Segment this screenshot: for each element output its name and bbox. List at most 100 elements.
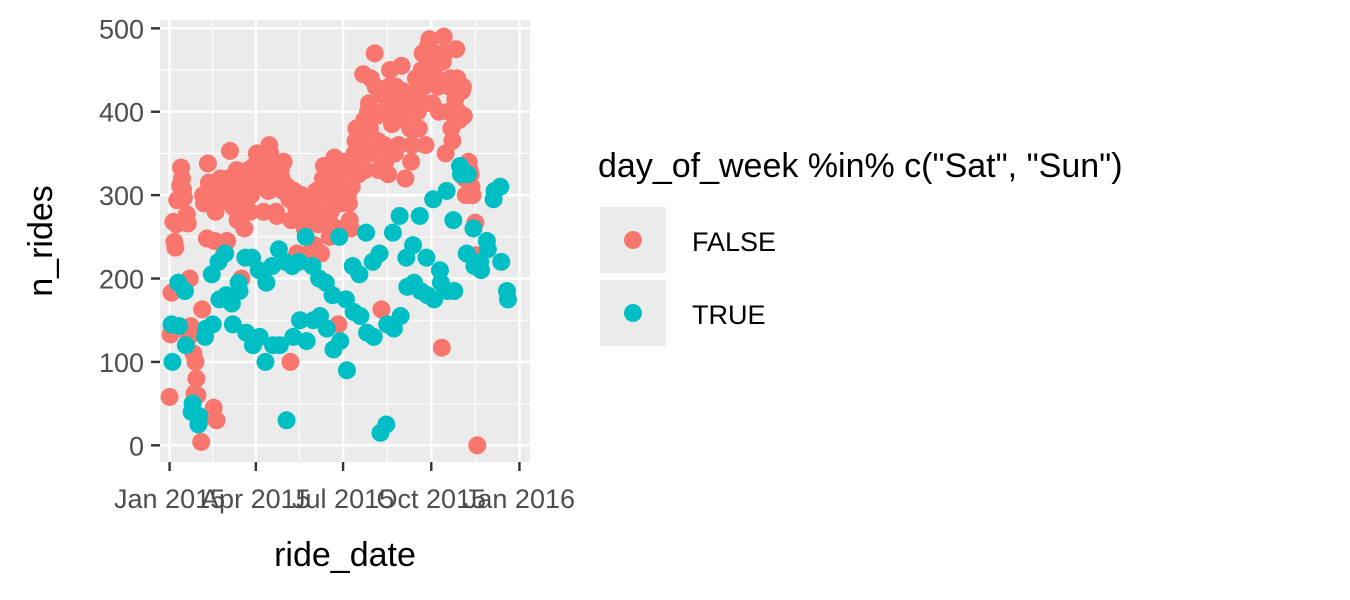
- legend-swatch-false: [624, 231, 642, 249]
- data-point-true: [203, 315, 222, 334]
- data-point-false: [241, 202, 260, 221]
- data-point-true: [331, 332, 350, 351]
- data-point-false: [463, 186, 482, 205]
- data-point-true: [257, 273, 276, 292]
- x-tick-label: Jan 2015: [114, 484, 225, 514]
- data-point-true: [175, 282, 194, 301]
- data-point-false: [379, 165, 398, 184]
- data-point-false: [454, 106, 473, 125]
- data-point-true: [250, 327, 269, 346]
- y-tick-label: 300: [99, 181, 144, 211]
- data-point-true: [425, 290, 444, 309]
- data-point-false: [447, 40, 466, 59]
- data-point-false: [389, 136, 408, 155]
- data-point-false: [187, 369, 206, 388]
- y-tick-label: 500: [99, 14, 144, 44]
- data-point-true: [472, 261, 491, 280]
- data-point-true: [404, 236, 423, 255]
- y-tick-label: 100: [99, 348, 144, 378]
- data-point-true: [464, 219, 483, 238]
- data-point-true: [478, 240, 497, 259]
- data-point-false: [432, 338, 451, 357]
- data-point-true: [223, 315, 242, 334]
- data-point-true: [290, 311, 309, 330]
- data-point-true: [317, 319, 336, 338]
- data-point-true: [270, 336, 289, 355]
- data-point-true: [410, 206, 429, 225]
- data-point-true: [377, 415, 396, 434]
- data-point-true: [444, 211, 463, 230]
- data-point-false: [267, 206, 286, 225]
- data-point-false: [193, 300, 212, 319]
- data-point-true: [364, 327, 383, 346]
- data-point-false: [207, 411, 226, 430]
- data-point-true: [458, 165, 477, 184]
- data-point-true: [277, 411, 296, 430]
- data-point-false: [372, 300, 391, 319]
- legend-entry-true: TRUE: [600, 280, 766, 346]
- data-point-true: [424, 190, 443, 209]
- data-point-true: [437, 181, 456, 200]
- data-point-true: [216, 244, 235, 263]
- data-point-false: [356, 161, 375, 180]
- x-tick-label: Jul 2015: [292, 484, 394, 514]
- data-point-false: [198, 154, 217, 173]
- data-point-false: [468, 436, 487, 455]
- y-axis-title: n_rides: [22, 185, 60, 297]
- data-point-true: [330, 227, 349, 246]
- data-point-true: [163, 352, 182, 371]
- data-point-false: [220, 141, 239, 160]
- data-point-false: [396, 169, 415, 188]
- data-point-true: [350, 265, 369, 284]
- data-point-true: [370, 244, 389, 263]
- y-axis: 0 100 200 300 400 500: [99, 14, 160, 461]
- x-tick-label: Apr 2015: [201, 484, 311, 514]
- data-point-false: [402, 152, 421, 171]
- legend-label-true: TRUE: [692, 300, 766, 330]
- legend: day_of_week %in% c("Sat", "Sun") FALSE T…: [598, 147, 1123, 346]
- data-point-true: [357, 223, 376, 242]
- data-point-false: [365, 44, 384, 63]
- legend-label-false: FALSE: [692, 227, 776, 257]
- data-point-false: [192, 432, 211, 451]
- data-point-false: [160, 387, 179, 406]
- data-point-true: [297, 332, 316, 351]
- data-point-false: [166, 238, 185, 257]
- data-point-true: [351, 307, 370, 326]
- data-point-false: [274, 152, 293, 171]
- data-point-true: [391, 307, 410, 326]
- data-point-false: [178, 214, 197, 233]
- legend-title: day_of_week %in% c("Sat", "Sun"): [598, 147, 1123, 185]
- data-point-false: [416, 136, 435, 155]
- data-point-true: [176, 336, 195, 355]
- data-point-false: [409, 119, 428, 138]
- y-tick-label: 400: [99, 98, 144, 128]
- data-point-true: [492, 252, 511, 271]
- data-point-true: [383, 223, 402, 242]
- data-point-false: [453, 77, 472, 96]
- data-point-false: [403, 136, 422, 155]
- data-point-true: [445, 282, 464, 301]
- data-point-true: [170, 317, 189, 336]
- data-points: [160, 27, 517, 455]
- data-point-false: [205, 232, 224, 250]
- x-axis-title: ride_date: [274, 536, 416, 574]
- legend-swatch-true: [624, 304, 642, 322]
- data-point-true: [417, 248, 436, 267]
- data-point-true: [491, 177, 510, 196]
- data-point-false: [186, 352, 205, 371]
- data-point-false: [434, 27, 453, 46]
- x-tick-label: Jan 2016: [464, 484, 575, 514]
- data-point-false: [420, 30, 439, 49]
- data-point-false: [392, 56, 411, 75]
- data-point-true: [498, 290, 517, 309]
- data-point-false: [235, 219, 254, 238]
- legend-entry-false: FALSE: [600, 207, 776, 273]
- data-point-false: [281, 352, 300, 371]
- data-point-false: [174, 188, 193, 207]
- data-point-false: [312, 244, 331, 263]
- data-point-true: [296, 227, 315, 246]
- data-point-true: [190, 407, 209, 426]
